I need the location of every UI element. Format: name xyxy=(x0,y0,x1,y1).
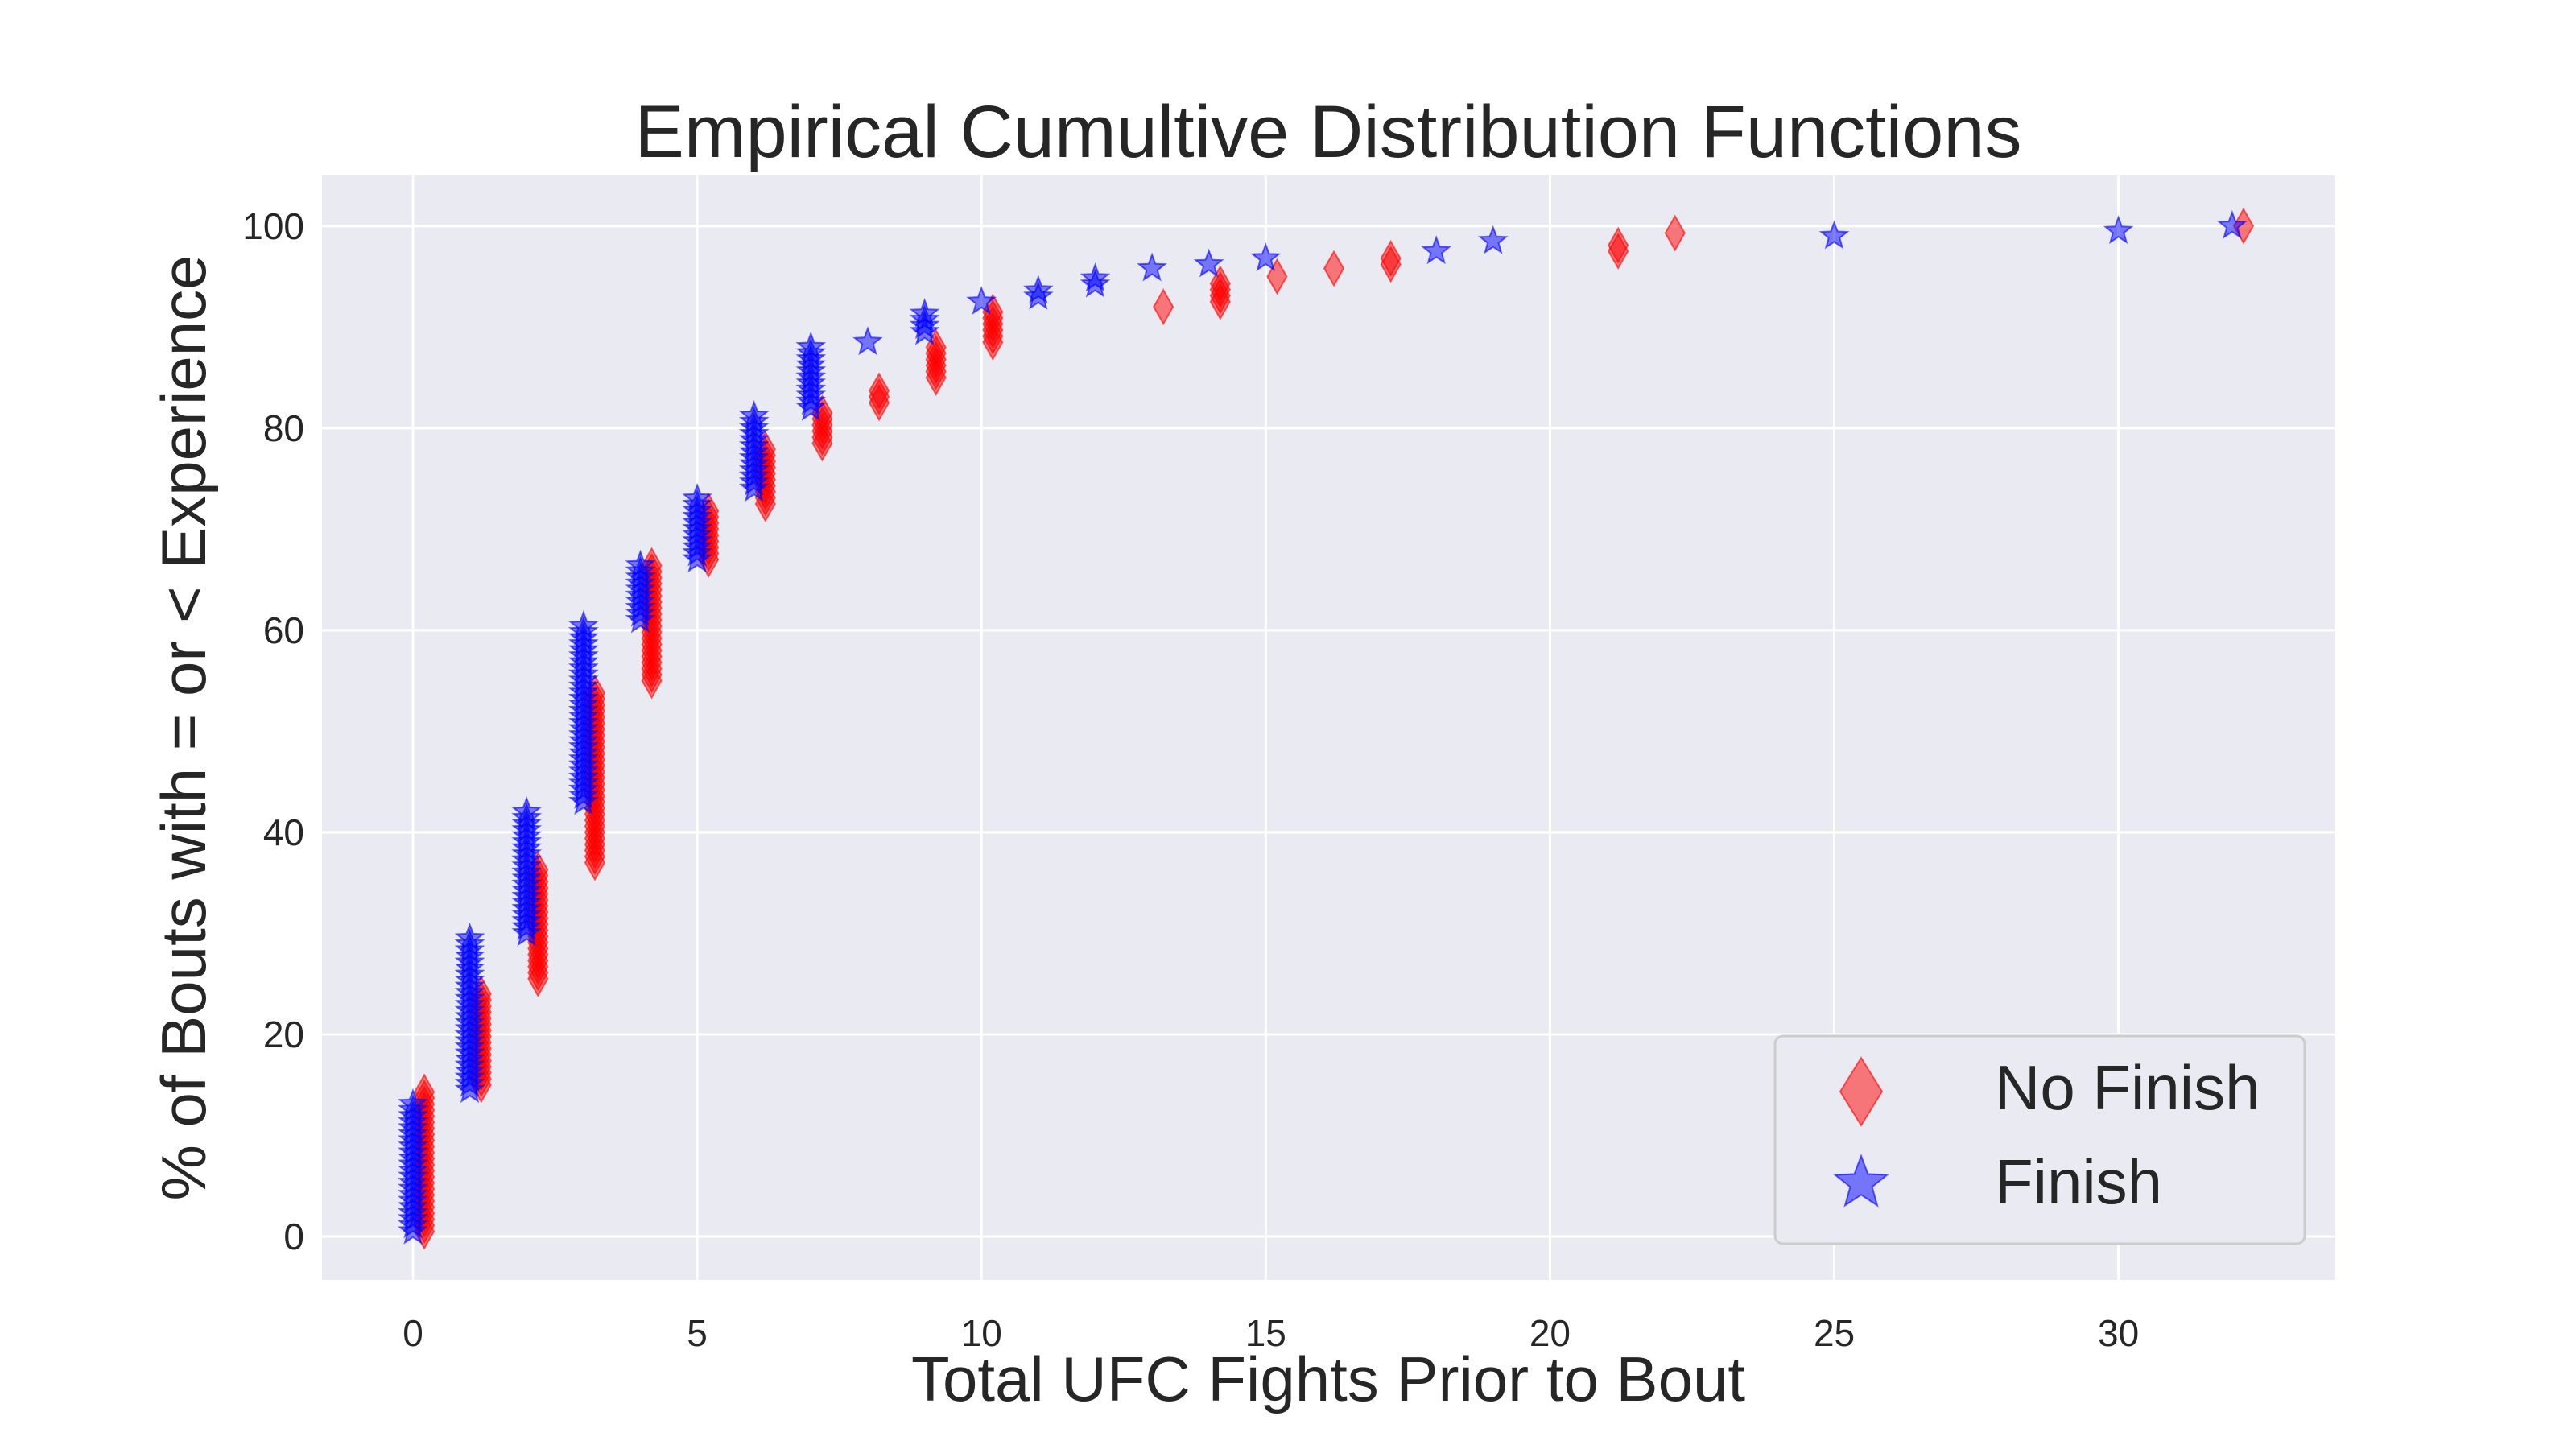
finish-point xyxy=(966,286,997,316)
no-finish-point xyxy=(1664,214,1686,252)
finish-point xyxy=(795,331,827,361)
legend-box xyxy=(1773,1034,2306,1245)
no-finish-point xyxy=(868,372,890,410)
no-finish-point xyxy=(1608,226,1629,264)
legend-marker-no-finish xyxy=(1839,1056,1884,1127)
x-tick-label: 15 xyxy=(1245,1312,1286,1354)
legend-label-finish: Finish xyxy=(1995,1146,2162,1217)
no-finish-point xyxy=(1380,239,1402,277)
legend-marker-finish xyxy=(1832,1154,1890,1208)
series-finish xyxy=(398,209,2248,1245)
x-tick-label: 25 xyxy=(1814,1312,1855,1354)
y-tick-label: 0 xyxy=(283,1216,304,1257)
finish-point xyxy=(682,482,713,512)
y-tick-label: 60 xyxy=(263,609,304,651)
finish-point xyxy=(511,795,543,825)
finish-point xyxy=(909,298,940,328)
grid-lines xyxy=(322,175,2334,1280)
x-tick-label: 0 xyxy=(402,1312,423,1354)
finish-point xyxy=(1193,248,1224,278)
data-points xyxy=(398,207,2255,1250)
finish-point xyxy=(738,399,770,429)
finish-point xyxy=(454,922,485,952)
finish-point xyxy=(398,1088,428,1117)
finish-point xyxy=(1477,225,1509,254)
legend: No Finish Finish xyxy=(1773,1034,2306,1245)
finish-point xyxy=(852,326,883,356)
y-tick-label: 20 xyxy=(263,1013,304,1055)
y-tick-label: 40 xyxy=(263,811,304,853)
x-tick-label: 20 xyxy=(1530,1312,1571,1354)
y-tick-labels: 0 20 40 60 80 100 xyxy=(242,205,304,1257)
x-axis-label: Total UFC Fights Prior to Bout xyxy=(911,1344,1745,1414)
finish-point xyxy=(568,609,599,639)
x-tick-label: 10 xyxy=(961,1312,1002,1354)
finish-point xyxy=(1080,262,1111,292)
x-tick-labels: 0 5 10 15 20 25 30 xyxy=(402,1312,2139,1354)
legend-markers xyxy=(1832,1056,1890,1208)
legend-label-no-finish: No Finish xyxy=(1995,1052,2260,1123)
finish-point xyxy=(2216,209,2248,239)
no-finish-point xyxy=(1323,250,1345,287)
finish-point xyxy=(2103,215,2134,245)
finish-point xyxy=(1023,275,1054,304)
no-finish-point xyxy=(1153,288,1174,326)
chart-title: Empirical Cumultive Distribution Functio… xyxy=(634,91,2021,173)
y-axis-label: % of Bouts with = or < Experience xyxy=(148,255,219,1201)
no-finish-point xyxy=(1266,258,1288,295)
no-finish-point xyxy=(641,547,663,584)
y-tick-label: 100 xyxy=(242,205,304,247)
finish-point xyxy=(1421,235,1451,265)
finish-point xyxy=(1250,242,1282,272)
finish-point xyxy=(625,549,656,579)
x-tick-label: 30 xyxy=(2098,1312,2139,1354)
y-tick-label: 80 xyxy=(263,407,304,449)
finish-point xyxy=(1137,252,1167,282)
x-tick-label: 5 xyxy=(687,1312,708,1354)
finish-point xyxy=(1818,220,1850,250)
